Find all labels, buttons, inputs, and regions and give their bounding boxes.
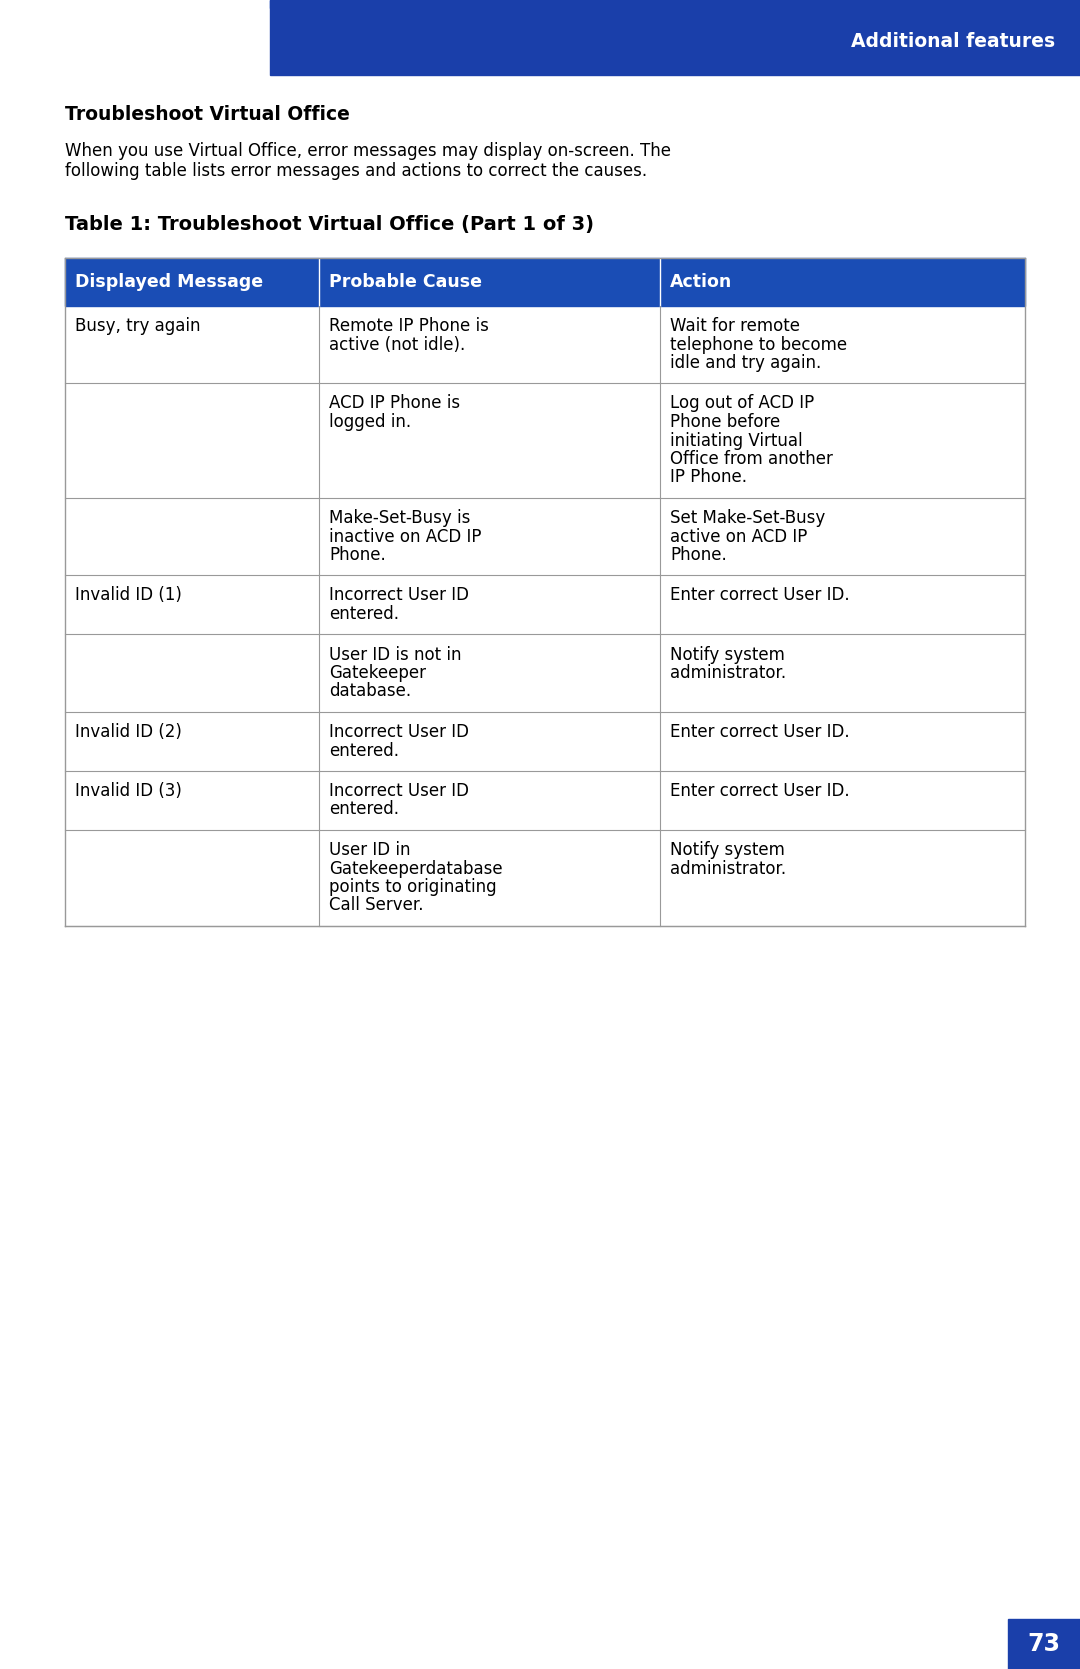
Text: ACD IP Phone is: ACD IP Phone is	[329, 394, 460, 412]
Text: Wait for remote: Wait for remote	[671, 317, 800, 335]
Text: following table lists error messages and actions to correct the causes.: following table lists error messages and…	[65, 162, 647, 180]
Bar	[270, 0, 1080, 8]
Text: entered.: entered.	[329, 604, 400, 623]
Text: inactive on ACD IP: inactive on ACD IP	[329, 527, 482, 546]
Text: entered.: entered.	[329, 741, 400, 759]
Text: Enter correct User ID.: Enter correct User ID.	[671, 783, 850, 799]
Text: Office from another: Office from another	[671, 451, 833, 467]
Text: logged in.: logged in.	[329, 412, 411, 431]
Text: Notify system: Notify system	[671, 646, 785, 664]
Text: points to originating: points to originating	[329, 878, 497, 896]
Text: initiating Virtual: initiating Virtual	[671, 432, 802, 449]
Text: Phone before: Phone before	[671, 412, 781, 431]
Text: Troubleshoot Virtual Office: Troubleshoot Virtual Office	[65, 105, 350, 124]
Bar	[1008, 1619, 1080, 1669]
Bar	[65, 771, 1025, 829]
Text: Call Server.: Call Server.	[329, 896, 423, 915]
Text: administrator.: administrator.	[671, 860, 786, 878]
Text: Invalid ID (3): Invalid ID (3)	[75, 783, 181, 799]
Bar	[65, 713, 1025, 771]
Text: Enter correct User ID.: Enter correct User ID.	[671, 586, 850, 604]
Text: User ID is not in: User ID is not in	[329, 646, 462, 664]
Text: Incorrect User ID: Incorrect User ID	[329, 723, 470, 741]
Text: Additional features: Additional features	[851, 32, 1055, 52]
Text: Busy, try again: Busy, try again	[75, 317, 201, 335]
Text: Phone.: Phone.	[671, 546, 727, 564]
Text: administrator.: administrator.	[671, 664, 786, 683]
Text: database.: database.	[329, 683, 411, 701]
Text: Make-Set-Busy is: Make-Set-Busy is	[329, 509, 471, 527]
Text: Gatekeeperdatabase: Gatekeeperdatabase	[329, 860, 503, 878]
Text: Incorrect User ID: Incorrect User ID	[329, 586, 470, 604]
Text: Displayed Message: Displayed Message	[75, 274, 264, 290]
Text: Table 1: Troubleshoot Virtual Office (Part 1 of 3): Table 1: Troubleshoot Virtual Office (Pa…	[65, 215, 594, 234]
Text: Enter correct User ID.: Enter correct User ID.	[671, 723, 850, 741]
Bar	[270, 0, 1080, 75]
Bar	[65, 497, 1025, 576]
Text: Phone.: Phone.	[329, 546, 387, 564]
Text: active on ACD IP: active on ACD IP	[671, 527, 808, 546]
Text: active (not idle).: active (not idle).	[329, 335, 465, 354]
Text: Remote IP Phone is: Remote IP Phone is	[329, 317, 489, 335]
Text: Action: Action	[671, 274, 732, 290]
Bar	[65, 259, 1025, 305]
Text: Gatekeeper: Gatekeeper	[329, 664, 427, 683]
Text: Incorrect User ID: Incorrect User ID	[329, 783, 470, 799]
Text: Invalid ID (1): Invalid ID (1)	[75, 586, 181, 604]
Text: Log out of ACD IP: Log out of ACD IP	[671, 394, 814, 412]
Bar	[65, 829, 1025, 926]
Bar	[65, 305, 1025, 384]
Text: idle and try again.: idle and try again.	[671, 354, 822, 372]
Bar	[65, 384, 1025, 497]
Text: telephone to become: telephone to become	[671, 335, 848, 354]
Text: IP Phone.: IP Phone.	[671, 469, 747, 486]
Text: entered.: entered.	[329, 801, 400, 818]
Text: Notify system: Notify system	[671, 841, 785, 860]
Text: When you use Virtual Office, error messages may display on-screen. The: When you use Virtual Office, error messa…	[65, 142, 671, 160]
Bar	[65, 634, 1025, 713]
Text: 73: 73	[1027, 1632, 1061, 1656]
Text: User ID in: User ID in	[329, 841, 410, 860]
Text: Invalid ID (2): Invalid ID (2)	[75, 723, 181, 741]
Bar	[65, 576, 1025, 634]
Text: Probable Cause: Probable Cause	[329, 274, 483, 290]
Text: Set Make-Set-Busy: Set Make-Set-Busy	[671, 509, 825, 527]
